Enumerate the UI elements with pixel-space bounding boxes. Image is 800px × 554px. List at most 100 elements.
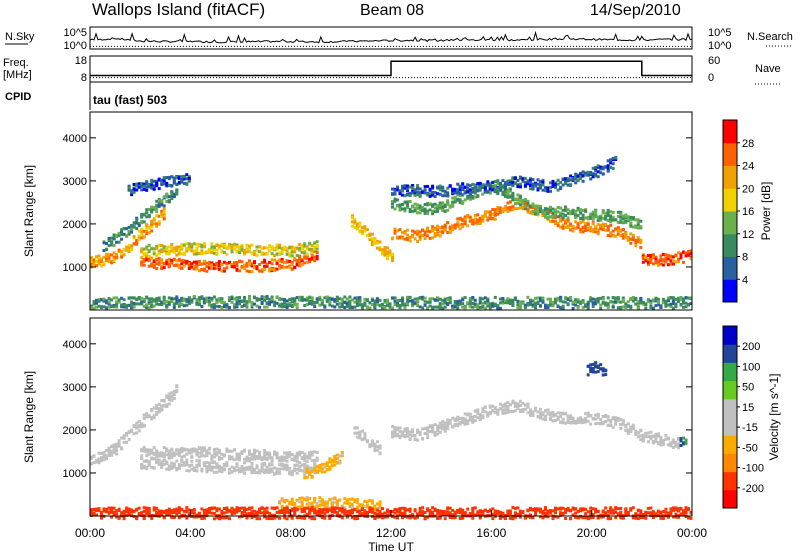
- cell-7: [609, 214, 613, 218]
- cell-3: [290, 263, 294, 267]
- cell-5: [677, 446, 680, 450]
- cell-10: [478, 306, 482, 309]
- cell-2: [155, 453, 159, 456]
- cell-10: [591, 297, 595, 301]
- cell-7: [393, 207, 397, 211]
- cell-6: [471, 219, 475, 223]
- cell-7: [403, 207, 407, 211]
- cell-10: [428, 300, 432, 304]
- cell-10: [355, 304, 359, 308]
- cell-4: [235, 245, 239, 249]
- cell-8: [491, 180, 495, 184]
- cell-10: [418, 296, 422, 300]
- cell-6: [596, 366, 600, 369]
- cell-7: [418, 205, 422, 209]
- cell-0: [130, 428, 134, 432]
- cell-1: [145, 460, 149, 463]
- cell-9: [664, 260, 668, 264]
- cell-10: [584, 303, 588, 307]
- cell-5: [508, 403, 512, 407]
- cell-8: [531, 178, 535, 182]
- noise-left-tick-top: 10^5: [63, 27, 87, 39]
- cell-7: [421, 209, 425, 212]
- cell-3: [340, 452, 344, 456]
- cell-4: [207, 248, 211, 252]
- cell-7: [539, 207, 542, 211]
- cell-10: [265, 295, 269, 299]
- cell-10: [636, 306, 640, 310]
- cell-10: [365, 299, 369, 302]
- cell-3: [145, 256, 149, 260]
- cell-9: [238, 515, 241, 519]
- cell-10: [664, 303, 668, 307]
- cell-5: [664, 433, 668, 437]
- cell-7: [315, 505, 319, 509]
- cell-0: [112, 443, 116, 447]
- cell-10: [95, 301, 98, 305]
- cell-5: [433, 431, 437, 434]
- cell-6: [631, 238, 635, 242]
- cell-3: [318, 464, 322, 467]
- cell-9: [122, 517, 126, 521]
- cell-2: [132, 190, 136, 194]
- cell-8: [503, 181, 507, 185]
- cell-1: [278, 463, 282, 467]
- cell-6: [554, 220, 557, 224]
- cell-5: [586, 411, 590, 415]
- cell-8: [498, 187, 502, 191]
- cell-2: [145, 188, 149, 192]
- cell-3: [248, 270, 251, 273]
- cell-8: [536, 188, 540, 192]
- cell-5: [541, 411, 545, 415]
- cell-0: [167, 402, 171, 406]
- cell-1: [177, 467, 181, 470]
- cell-0: [140, 425, 144, 429]
- cell-4: [192, 249, 196, 253]
- cell-2: [255, 455, 259, 458]
- cell-7: [325, 506, 329, 510]
- cell-5: [383, 248, 387, 252]
- cell-6: [639, 241, 643, 245]
- cell-5: [559, 411, 563, 415]
- cell-1: [205, 468, 209, 472]
- cell-7: [481, 192, 485, 196]
- cell-10: [616, 297, 620, 301]
- cell-1: [215, 466, 219, 470]
- cell-10: [473, 305, 477, 308]
- cell-10: [671, 296, 675, 300]
- cell-3: [318, 468, 322, 472]
- cell-5: [624, 423, 628, 427]
- cell-2: [268, 451, 272, 455]
- cell-5: [569, 415, 573, 419]
- cell-4: [202, 242, 206, 246]
- cell-2: [298, 453, 302, 457]
- cell-10: [636, 300, 640, 304]
- cell-6: [458, 227, 462, 231]
- cell-1: [245, 467, 249, 471]
- cell-7: [536, 204, 540, 208]
- cell-10: [353, 296, 357, 300]
- cell-0: [127, 430, 131, 434]
- cell-6: [461, 217, 465, 221]
- cell-4: [220, 249, 224, 253]
- cell-8: [491, 184, 495, 188]
- cell-8: [584, 171, 588, 175]
- cell-10: [473, 302, 477, 306]
- cell-2: [200, 451, 204, 455]
- cell-2: [250, 452, 254, 456]
- cell-3: [305, 475, 309, 479]
- cell-7: [365, 503, 369, 507]
- cell-8: [523, 181, 527, 184]
- cell-9: [222, 516, 226, 520]
- cell-7: [431, 203, 435, 207]
- cell-5: [564, 412, 568, 416]
- cell-3: [230, 262, 234, 266]
- cell-6: [586, 364, 590, 368]
- cell-10: [468, 301, 472, 305]
- cell-10: [396, 304, 399, 308]
- cell-7: [335, 499, 339, 503]
- frequency-frame: [89, 55, 693, 83]
- cell-8: [551, 182, 555, 185]
- cell-5: [453, 419, 457, 423]
- cell-5: [518, 399, 522, 403]
